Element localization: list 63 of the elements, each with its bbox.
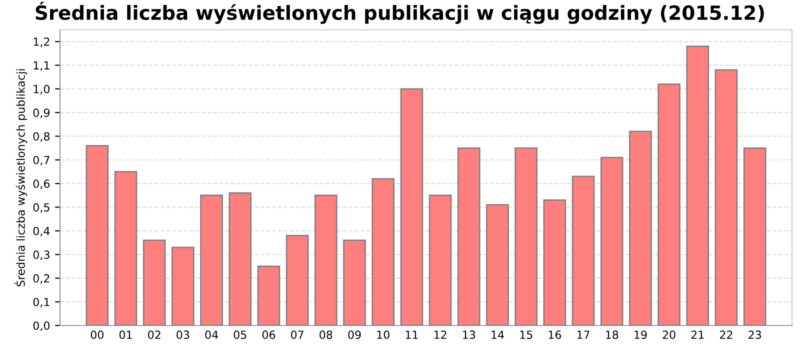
bar <box>686 46 710 326</box>
bar <box>286 234 309 326</box>
bar <box>372 178 395 326</box>
bar <box>228 192 252 326</box>
y-tick-label: 0,4 <box>33 226 50 236</box>
x-tick-label: 16 <box>548 330 562 339</box>
y-tick-label: 0,3 <box>33 250 50 260</box>
bar <box>543 199 566 326</box>
x-tick-label: 00 <box>90 330 104 339</box>
x-tick-label: 19 <box>634 330 647 339</box>
bar <box>314 194 338 326</box>
x-tick-label: 01 <box>119 330 132 339</box>
x-tick-label: 17 <box>577 330 590 339</box>
y-tick-label: 0,2 <box>33 274 50 284</box>
y-tick-label: 0,5 <box>33 203 50 213</box>
y-tick-label: 0,6 <box>33 180 50 190</box>
bar <box>629 130 652 326</box>
bar <box>200 194 223 326</box>
bar <box>743 147 766 326</box>
x-tick-label: 09 <box>348 330 361 339</box>
bar <box>343 240 366 326</box>
x-tick-label: 02 <box>148 330 160 339</box>
bar <box>257 266 280 326</box>
y-tick-label: 0,0 <box>33 321 50 332</box>
x-tick-label: 11 <box>406 330 418 339</box>
x-tick-label: 03 <box>176 330 190 339</box>
bar <box>86 144 109 326</box>
bar <box>400 88 424 326</box>
y-tick-label: 0,1 <box>33 298 50 308</box>
bar <box>572 176 595 326</box>
x-tick-label: 23 <box>748 330 762 339</box>
y-tick-label: 1,1 <box>34 61 50 71</box>
y-tick-label: 0,9 <box>33 108 50 118</box>
bar <box>658 83 680 326</box>
bar <box>142 240 166 326</box>
x-tick-label: 14 <box>492 330 504 339</box>
x-tick-label: 21 <box>691 330 704 339</box>
bar <box>428 194 452 326</box>
x-tick-label: 10 <box>377 330 390 339</box>
y-axis-title: Średnia liczba wyświetlonych publikacji <box>14 69 28 286</box>
x-tick-label: 13 <box>463 330 476 339</box>
bar <box>457 147 480 326</box>
x-tick-label: 22 <box>720 330 732 339</box>
x-tick-label: 15 <box>520 330 532 339</box>
x-tick-label: 18 <box>606 330 618 339</box>
bar <box>114 171 138 326</box>
bar <box>714 69 738 326</box>
x-tick-label: 05 <box>234 330 246 339</box>
y-tick-label: 0,8 <box>33 132 50 142</box>
x-tick-label: 20 <box>662 330 676 339</box>
x-tick-label: 12 <box>434 330 446 339</box>
chart-title: Średnia liczba wyświetlonych publikacji w ciągu godziny (2015.12) <box>36 2 764 24</box>
x-tick-label: 08 <box>320 330 332 339</box>
y-tick-label: 1,0 <box>34 84 50 94</box>
bar <box>514 147 538 326</box>
x-tick-label: 07 <box>290 330 304 339</box>
bar <box>486 204 509 326</box>
bar <box>172 246 194 326</box>
x-tick-label: 06 <box>262 330 276 339</box>
y-tick-label: 1,2 <box>34 38 50 48</box>
bar <box>600 156 624 326</box>
x-tick-label: 04 <box>205 330 218 339</box>
y-tick-label: 0,7 <box>33 156 50 166</box>
